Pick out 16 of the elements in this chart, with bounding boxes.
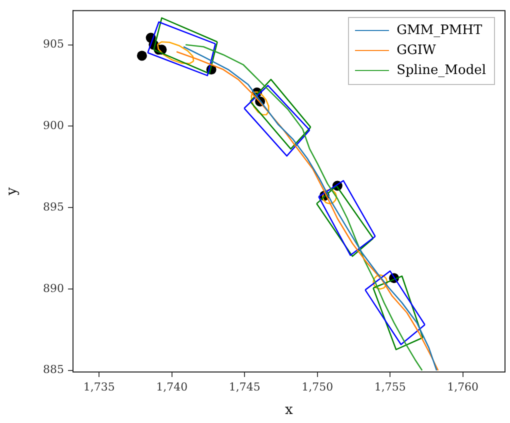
y-tick-label: 885	[43, 363, 64, 376]
x-tick-label: 1,740	[156, 380, 188, 394]
x-tick-label: 1,745	[228, 380, 260, 394]
legend-label: GMM_PMHT	[396, 23, 482, 38]
y-tick-label: 900	[43, 119, 64, 132]
legend-label: GGIW	[396, 43, 436, 58]
y-axis-title: y	[4, 187, 20, 196]
x-tick-label: 1,755	[374, 380, 406, 394]
y-tick-label: 905	[43, 38, 64, 51]
x-tick-label: 1,750	[302, 380, 334, 394]
y-tick-label: 890	[43, 282, 64, 295]
legend-label: Spline_Model	[396, 63, 486, 78]
x-axis-title: x	[285, 402, 294, 418]
x-tick-label: 1,735	[83, 380, 115, 394]
x-tick-label: 1,760	[447, 380, 479, 394]
y-tick-label: 895	[43, 200, 64, 214]
